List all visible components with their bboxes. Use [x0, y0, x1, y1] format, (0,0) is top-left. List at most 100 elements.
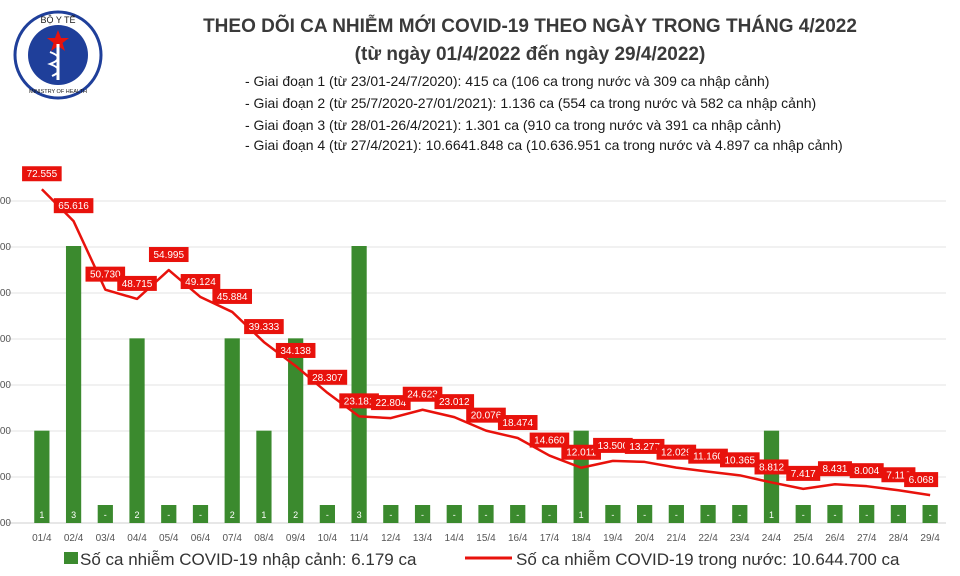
bar-label: -	[643, 510, 646, 520]
data-label: 12.011	[566, 448, 596, 459]
data-label: 34.138	[280, 346, 311, 357]
legend: Số ca nhiễm COVID-19 nhập cảnh: 6.179 ca…	[64, 550, 900, 569]
x-tick-label: 09/4	[286, 533, 306, 544]
legend-line-label: Số ca nhiễm COVID-19 trong nước: 10.644.…	[516, 550, 900, 569]
bar-label: -	[104, 510, 107, 520]
x-tick-label: 24/4	[762, 533, 782, 544]
note-phase-1: - Giai đoạn 1 (từ 23/01-24/7/2020): 415 …	[245, 73, 769, 89]
x-tick-label: 13/4	[413, 533, 433, 544]
data-label-box	[307, 369, 348, 385]
bar	[510, 505, 526, 523]
x-tick-label: 25/4	[794, 533, 814, 544]
bar	[637, 505, 653, 523]
logo-text-bottom: MINISTRY OF HEALTH	[29, 89, 87, 95]
x-tick-label: 11/4	[350, 533, 369, 544]
data-label-box	[593, 437, 633, 453]
bar	[256, 430, 272, 523]
line-path	[40, 188, 931, 497]
data-label: 14.660	[534, 436, 565, 447]
bar-label: -	[929, 510, 932, 520]
data-label-box	[148, 247, 189, 263]
data-label: 7.116	[886, 470, 911, 481]
data-label-box	[719, 452, 760, 468]
bar-label: -	[516, 510, 519, 520]
x-tick-label: 10/4	[318, 533, 338, 544]
x-tick-label: 23/4	[730, 533, 750, 544]
x-tick-label: 27/4	[857, 533, 877, 544]
bar	[541, 505, 558, 523]
x-tick-label: 08/4	[254, 533, 274, 544]
data-label-box	[624, 438, 665, 454]
bar-label: -	[707, 510, 710, 520]
bar	[129, 338, 145, 523]
data-label-box	[688, 448, 728, 464]
data-label: 48.715	[122, 279, 153, 290]
data-label-box	[817, 461, 852, 477]
data-label: 24.623	[407, 390, 438, 401]
data-label-box	[754, 459, 789, 475]
bar-label: 2	[135, 510, 140, 520]
x-tick-label: 29/4	[920, 533, 940, 544]
bar	[446, 505, 462, 523]
data-label: 65.616	[58, 201, 89, 212]
bar	[383, 505, 399, 523]
legend-bar-swatch	[64, 552, 78, 564]
data-label-box	[371, 395, 411, 411]
bar-label: 3	[71, 510, 76, 520]
data-label-box	[53, 198, 94, 214]
snake-icon	[47, 51, 60, 77]
data-label-box	[180, 274, 221, 290]
data-label: 23.181	[344, 396, 375, 407]
legend-bar-label: Số ca nhiễm COVID-19 nhập cảnh: 6.179 ca	[80, 550, 417, 569]
x-tick-label: 12/4	[381, 533, 401, 544]
bar-label: 1	[579, 510, 584, 520]
bar	[668, 505, 684, 523]
data-label-box	[275, 342, 316, 358]
data-label: 28.307	[312, 373, 343, 384]
data-label: 7.417	[791, 469, 816, 480]
chart-subtitle: (từ ngày 01/4/2022 đến ngày 29/4/2022)	[355, 44, 706, 65]
data-label-box	[561, 444, 601, 460]
bar-label: -	[453, 510, 456, 520]
data-label-box	[529, 432, 570, 448]
x-tick-label: 18/4	[571, 533, 591, 544]
bar	[224, 338, 240, 523]
data-label-box	[849, 463, 884, 479]
bar	[763, 430, 780, 523]
data-label: 72.555	[27, 169, 58, 180]
bar	[319, 505, 335, 523]
bar	[922, 505, 938, 523]
bar-label: 1	[769, 510, 774, 520]
data-label-box	[85, 266, 126, 282]
data-label: 54.995	[153, 250, 184, 261]
bar	[700, 505, 716, 523]
data-label: 8.431	[822, 464, 847, 475]
bar-label: -	[897, 510, 900, 520]
bar-label: -	[833, 510, 836, 520]
data-label-box	[656, 444, 697, 460]
bar	[97, 505, 113, 523]
x-tick-label: 15/4	[476, 533, 496, 544]
data-label-box	[434, 394, 475, 410]
x-tick-label: 16/4	[508, 533, 528, 544]
x-tick-label: 04/4	[127, 533, 147, 544]
bar-label: -	[421, 510, 424, 520]
data-label-box	[402, 386, 443, 402]
data-label-box	[244, 319, 284, 335]
bar-label: -	[865, 510, 868, 520]
data-label: 13.500	[598, 441, 629, 452]
bar-label: -	[199, 510, 202, 520]
x-tick-label: 28/4	[889, 533, 909, 544]
x-tick-label: 17/4	[540, 533, 560, 544]
data-label-box	[117, 275, 157, 291]
bar	[34, 430, 50, 523]
